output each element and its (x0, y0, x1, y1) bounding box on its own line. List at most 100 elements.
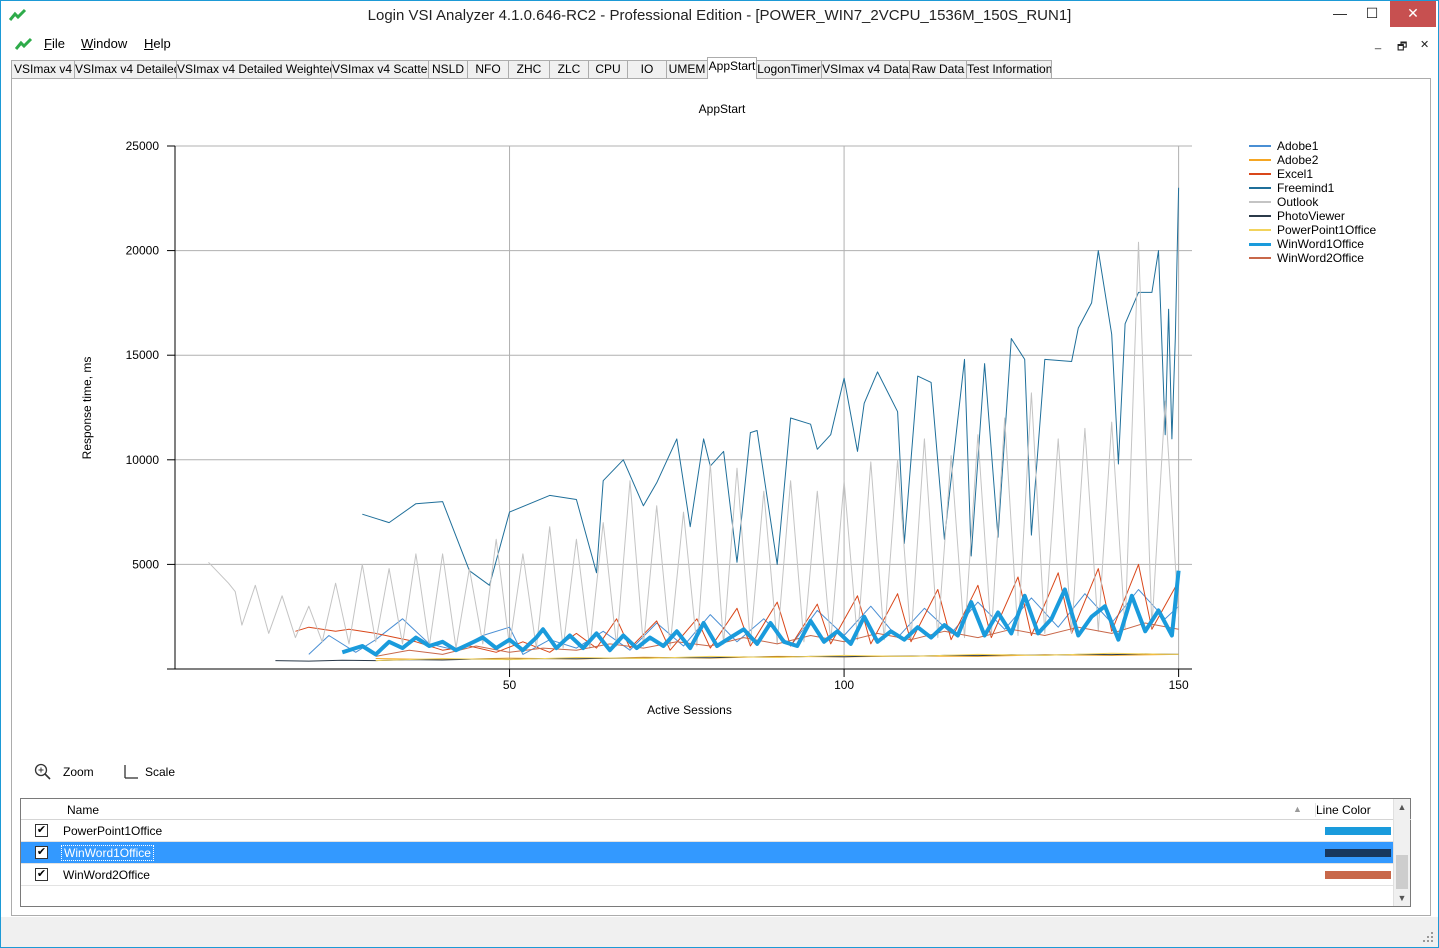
row-line-color-swatch[interactable] (1325, 827, 1391, 835)
series-line-powerpoint1office[interactable] (375, 652, 1179, 662)
legend-label: PhotoViewer (1277, 209, 1345, 223)
legend-item-adobe1[interactable]: Adobe1 (1249, 139, 1376, 153)
row-checkbox[interactable]: ✔ (35, 868, 48, 881)
menu-file[interactable]: File (44, 36, 65, 51)
series-grid: Name ▲ Line Color ✔ PowerPoint1Office ✔ Win… (20, 798, 1411, 907)
tab-vsimax-v4-data[interactable]: VSImax v4 Data (821, 60, 910, 79)
grid-header: Name ▲ Line Color (21, 799, 1411, 820)
y-tick-label: 15000 (126, 348, 160, 362)
series-line-freemind1[interactable] (362, 187, 1180, 586)
tab-content-appstart: AppStart 5000 10000 15000 20000 25000 50 100 15… (11, 78, 1431, 916)
legend-label: WinWord2Office (1277, 251, 1364, 265)
tab-vsimax-v4-detailed[interactable]: VSImax v4 Detailed (74, 60, 177, 79)
tab-test-information[interactable]: Test Information (966, 60, 1052, 79)
legend-label: Adobe1 (1277, 139, 1319, 153)
legend-swatch (1249, 159, 1271, 161)
legend-swatch (1249, 215, 1271, 217)
tab-appstart[interactable]: AppStart (707, 57, 757, 79)
row-name: WinWord2Office (63, 868, 150, 882)
y-axis-title: Response time, ms (80, 357, 94, 460)
resize-grip-icon[interactable] (1422, 931, 1434, 943)
tab-io[interactable]: IO (627, 60, 667, 79)
appstart-chart[interactable]: 5000 10000 15000 20000 25000 50 100 150 Active S… (12, 79, 1432, 759)
legend-item-winword2office[interactable]: WinWord2Office (1249, 251, 1376, 265)
mdi-close-button[interactable]: ✕ (1420, 39, 1430, 51)
scroll-thumb[interactable] (1396, 855, 1408, 889)
row-line-color-swatch[interactable] (1325, 871, 1391, 879)
scale-icon (124, 765, 138, 779)
column-header-name[interactable]: Name (67, 803, 100, 817)
legend-item-winword1office[interactable]: WinWord1Office (1249, 237, 1376, 251)
series-line-adobe1[interactable] (308, 589, 1179, 655)
tab-umem[interactable]: UMEM (666, 60, 708, 79)
grid-scrollbar[interactable]: ▲ ▼ (1393, 799, 1410, 906)
legend-label: Freemind1 (1277, 181, 1335, 195)
legend-swatch (1249, 201, 1271, 203)
legend-swatch (1249, 243, 1271, 246)
tab-nfo[interactable]: NFO (467, 60, 509, 79)
legend-label: WinWord1Office (1277, 237, 1364, 251)
legend-item-adobe2[interactable]: Adobe2 (1249, 153, 1376, 167)
series-line-outlook[interactable] (208, 241, 1180, 649)
status-bar (1, 917, 1438, 947)
tab-logontimer[interactable]: LogonTimer (756, 60, 822, 79)
chart-legend: Adobe1 Adobe2 Excel1 Freemind1 Outlook PhotoV… (1249, 139, 1376, 265)
row-line-color-swatch[interactable] (1325, 849, 1391, 857)
zoom-label: Zoom (63, 765, 94, 779)
menu-window[interactable]: Window (81, 36, 128, 51)
table-row[interactable]: ✔ PowerPoint1Office (21, 820, 1409, 842)
series-line-excel1[interactable] (295, 563, 1180, 653)
mdi-restore-button[interactable]: 🗗 (1397, 41, 1408, 53)
column-header-line-color[interactable]: Line Color (1315, 803, 1371, 817)
row-checkbox[interactable]: ✔ (35, 824, 48, 837)
title-bar[interactable]: Login VSI Analyzer 4.1.0.646-RC2 - Profe… (1, 1, 1438, 32)
legend-label: PowerPoint1Office (1277, 223, 1377, 237)
sort-ascending-icon: ▲ (1293, 804, 1302, 814)
chart-title: AppStart (698, 102, 746, 116)
tab-vsimax-v4-detailed-weighted[interactable]: VSImax v4 Detailed Weighted (176, 60, 332, 79)
close-button[interactable]: ✕ (1390, 1, 1436, 27)
legend-label: Outlook (1277, 195, 1319, 209)
legend-item-powerpoint1office[interactable]: PowerPoint1Office (1249, 223, 1376, 237)
legend-swatch (1249, 257, 1271, 259)
menu-help[interactable]: Help (144, 36, 171, 51)
maximize-button[interactable]: ☐ (1365, 5, 1379, 21)
y-tick-label: 25000 (126, 139, 160, 153)
x-axis-title: Active Sessions (647, 703, 732, 717)
legend-swatch (1249, 229, 1271, 231)
legend-item-outlook[interactable]: Outlook (1249, 195, 1376, 209)
legend-item-excel1[interactable]: Excel1 (1249, 167, 1376, 181)
row-checkbox[interactable]: ✔ (35, 846, 48, 859)
scroll-down-icon[interactable]: ▼ (1397, 893, 1407, 903)
scroll-up-icon[interactable]: ▲ (1397, 802, 1407, 812)
window-title: Login VSI Analyzer 4.1.0.646-RC2 - Profe… (367, 7, 1072, 24)
x-tick-label: 150 (1169, 678, 1189, 692)
legend-swatch (1249, 173, 1271, 175)
tab-nsld[interactable]: NSLD (428, 60, 468, 79)
series-line-winword2office[interactable] (375, 622, 1179, 657)
tab-zlc[interactable]: ZLC (549, 60, 589, 79)
tab-vsimax-v4[interactable]: VSImax v4 (11, 60, 75, 79)
tab-strip: VSImax v4 VSImax v4 Detailed VSImax v4 Det… (11, 57, 1431, 79)
table-row[interactable]: ✔ WinWord2Office (21, 864, 1409, 886)
legend-item-photoviewer[interactable]: PhotoViewer (1249, 209, 1376, 223)
legend-swatch (1249, 145, 1271, 147)
legend-label: Adobe2 (1277, 153, 1319, 167)
y-tick-label: 20000 (126, 244, 160, 258)
mdi-child-icon[interactable] (15, 37, 33, 51)
legend-label: Excel1 (1277, 167, 1314, 181)
app-logo-icon (9, 8, 27, 21)
mdi-minimize-button[interactable]: _ (1375, 38, 1382, 50)
y-tick-label: 5000 (132, 557, 159, 571)
menu-bar: File Window Help _ 🗗 ✕ (1, 32, 1438, 56)
zoom-icon (34, 763, 51, 780)
tab-zhc[interactable]: ZHC (508, 60, 550, 79)
scale-label: Scale (145, 765, 176, 779)
series-line-winword1office[interactable] (341, 570, 1181, 657)
minimize-button[interactable]: — (1333, 5, 1347, 21)
table-row[interactable]: ✔ WinWord1Office (21, 842, 1409, 864)
tab-cpu[interactable]: CPU (588, 60, 628, 79)
tab-raw-data[interactable]: Raw Data (909, 60, 967, 79)
legend-item-freemind1[interactable]: Freemind1 (1249, 181, 1376, 195)
tab-vsimax-v4-scatter[interactable]: VSImax v4 Scatter (331, 60, 429, 79)
